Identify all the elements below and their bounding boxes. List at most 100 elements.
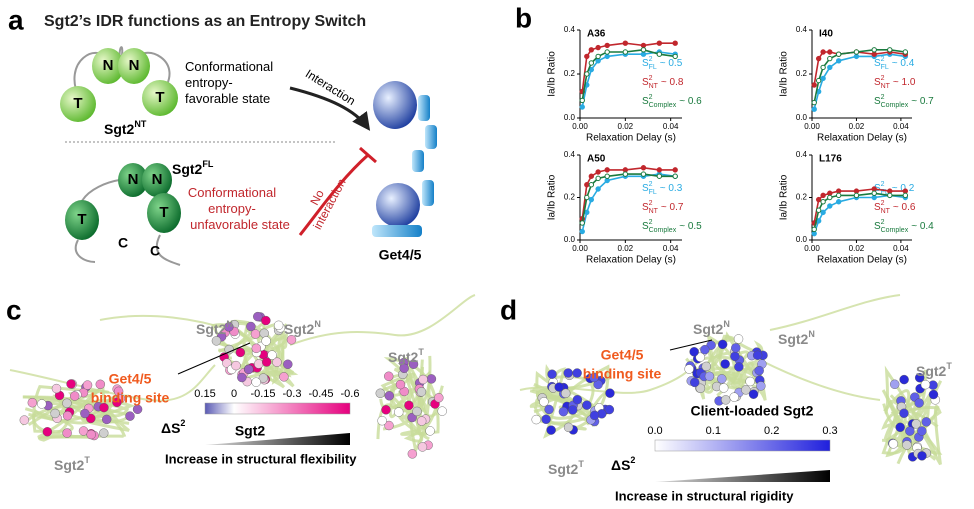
superscript: N [226,319,233,329]
atom [531,414,541,425]
atom [719,383,729,393]
data-point [811,82,817,88]
domain-label: T [73,95,82,112]
atom [102,414,112,425]
x-tick-label: 0.02 [849,244,865,253]
x-tick-label: 0.02 [618,122,634,131]
atom [914,398,924,408]
series-value: ~ 0.3 [660,183,683,194]
symbol: S [874,183,881,194]
center-label: Client-loaded Sgt2 [691,403,814,419]
data-point [604,53,610,60]
atom [717,339,728,350]
symbol: S [642,202,649,213]
data-point [588,196,595,203]
legend-entry: S2 FL ~ 0.5 [642,56,683,71]
atom [748,389,759,399]
atom [395,379,406,390]
atom [417,442,428,452]
atom [700,344,710,355]
state-text: Conformational entropy-favorable state [185,59,273,106]
arrow-label: Nointeraction [298,170,349,232]
atom [701,361,711,372]
partner-shape [376,183,420,227]
atom [434,393,444,403]
domain-label: N [128,171,139,188]
domain-label: Sgt2T [916,361,952,378]
colorbar-tick: -0.45 [308,388,333,400]
legend-entry: S2 NT ~ 1.0 [874,75,916,90]
wedge [655,470,830,482]
data-point [622,171,629,177]
superscript: T [946,361,952,371]
symbol: S [874,58,881,69]
data-point [579,228,585,235]
domain [65,200,99,240]
x-tick-label: 0.02 [618,244,634,253]
ribbon [382,356,444,441]
data-point [887,188,893,194]
domain [118,48,150,84]
line: unfavorable state [190,217,290,232]
ribbon [376,355,440,436]
series-value: ~ 1.0 [893,77,916,88]
data-point [672,173,678,179]
wedge [205,433,350,445]
atom [62,398,72,408]
data-point [811,226,817,233]
data-point [871,51,877,57]
superscript: 2 [881,75,885,82]
superscript: NT [134,119,146,129]
atom [27,398,38,408]
y-tick-label: 0.4 [796,150,808,159]
atom [567,405,578,415]
domain [147,193,181,233]
atom [704,371,715,381]
data-point [604,177,610,184]
y-tick-label: 0.2 [796,69,808,78]
legend-entry: S2 Complex ~ 0.5 [642,219,702,234]
line: entropy- [185,75,233,90]
atom [541,414,551,424]
domain-label: Sgt2N [778,329,815,346]
atom [563,368,573,378]
atom [733,334,744,344]
data-point [640,171,647,177]
superscript: 2 [881,181,885,188]
data-point [579,220,585,226]
series-name: NT [649,83,659,90]
atom [251,377,261,387]
name: Sgt2 [54,457,85,473]
atom [384,391,395,401]
chart-title: I40 [819,29,833,40]
atom [112,397,122,408]
superscript: 2 [881,200,885,207]
data-point [672,167,678,173]
chart-title: L176 [819,154,842,165]
symbol: S [642,221,649,232]
panel-a: a Sgt2’s IDR functions as an Entropy Swi… [8,4,437,266]
x-tick-label: 0.00 [804,122,820,131]
symbol: ΔS [161,420,180,436]
atom [754,365,764,376]
partner-shape [425,125,437,149]
atom [125,411,135,421]
data-point [853,49,860,55]
y-tick-label: 0.0 [564,113,576,122]
series-value: ~ 0.7 [661,202,684,213]
superscript: N [808,329,815,339]
series-name: FL [649,189,657,196]
atom [539,397,549,407]
superscript: 2 [649,219,653,226]
data-point [835,199,842,205]
symbol: S [642,96,649,107]
atom [899,374,909,385]
atom [408,359,419,369]
colorbar-tick: 0.15 [194,388,215,400]
data-point [604,167,610,173]
name: Sgt2 [778,331,809,347]
data-point [902,188,909,194]
atom [272,357,282,367]
